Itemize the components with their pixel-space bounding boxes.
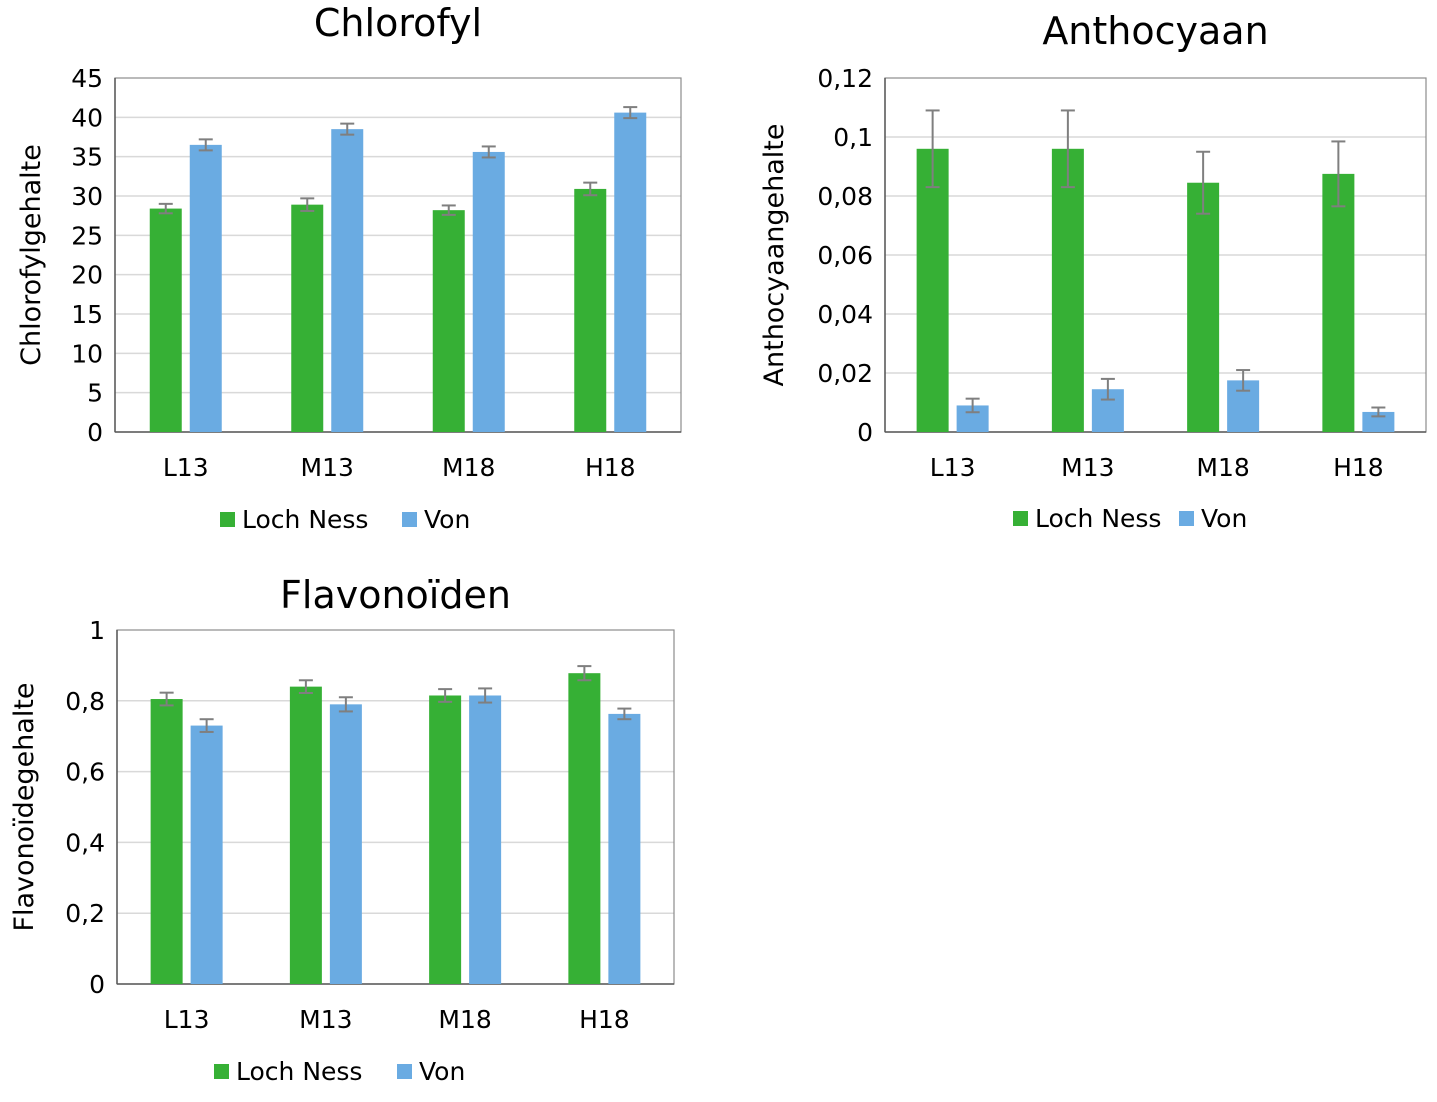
bar-loch-ness: [574, 188, 607, 432]
y-tick-label: 25: [71, 221, 103, 250]
legend-swatch: [397, 1064, 412, 1079]
bar-loch-ness: [429, 695, 462, 984]
y-tick-label: 5: [87, 379, 103, 408]
y-axis-label: Anthocyaangehalte: [759, 124, 790, 387]
bar-von: [331, 129, 364, 432]
legend-label: Loch Ness: [1035, 504, 1161, 533]
legend-label: Loch Ness: [242, 505, 368, 534]
y-tick-label: 0,2: [65, 899, 105, 928]
x-tick-label: H18: [585, 453, 636, 482]
y-tick-label: 0,08: [817, 182, 873, 211]
y-tick-label: 20: [71, 261, 103, 290]
bar-von: [190, 725, 223, 984]
x-tick-label: M13: [299, 1005, 352, 1034]
x-tick-label: H18: [1333, 453, 1384, 482]
y-tick-label: 30: [71, 182, 103, 211]
anthocyaan-chart: 0 0,02 0,04 0,06 0,08 0,1 0,12 L13 M13 M18 H18 Anth…: [740, 0, 1437, 550]
y-tick-label: 0,02: [817, 359, 873, 388]
legend-swatch: [402, 512, 417, 527]
legend-swatch: [1179, 511, 1194, 526]
chart-svg: 0 0,2 0,4 0,6 0,8 1 L13 M13 M18 H18 Flavonoïden Fla…: [9, 573, 675, 1086]
x-tick-label: M18: [438, 1005, 491, 1034]
legend-label: Von: [424, 505, 470, 534]
bar-loch-ness: [289, 686, 322, 984]
bar-loch-ness: [1187, 182, 1220, 432]
y-tick-label: 0,1: [833, 123, 873, 152]
bar-von: [1362, 411, 1395, 432]
y-tick-label: 10: [71, 339, 103, 368]
legend-swatch: [1013, 511, 1028, 526]
y-tick-label: 0: [89, 970, 105, 999]
y-tick-label: 0,4: [65, 828, 105, 857]
x-tick-label: M18: [1196, 453, 1249, 482]
y-tick-label: 0,12: [817, 64, 873, 93]
y-axis-label: Flavonoïdegehalte: [9, 682, 40, 931]
y-tick-label: 0,06: [817, 241, 873, 270]
chlorofyl-chart: 0 5 10 15 20 25 30 35 40 45 L13 M13 M18 H18 Chlorofyl C…: [0, 0, 700, 550]
chart-title: Flavonoïden: [280, 573, 511, 617]
chart-title: Anthocyaan: [1042, 9, 1268, 53]
bar-loch-ness: [150, 699, 183, 984]
bar-von: [608, 713, 641, 984]
y-tick-label: 0: [857, 418, 873, 447]
bar-von: [469, 695, 502, 984]
flavonoiden-chart: 0 0,2 0,4 0,6 0,8 1 L13 M13 M18 H18 Flavonoïden Fla…: [0, 555, 700, 1098]
x-tick-label: M13: [1061, 453, 1114, 482]
legend-label: Loch Ness: [236, 1057, 362, 1086]
x-tick-label: L13: [930, 453, 976, 482]
bar-von: [614, 112, 647, 432]
bar-loch-ness: [432, 210, 465, 432]
bar-loch-ness: [568, 673, 601, 984]
bar-loch-ness: [1322, 173, 1355, 432]
y-tick-label: 0: [87, 418, 103, 447]
chart-title: Chlorofyl: [314, 1, 482, 45]
x-tick-label: H18: [579, 1005, 630, 1034]
bar-loch-ness: [149, 208, 182, 432]
y-tick-label: 35: [71, 143, 103, 172]
bar-von: [472, 151, 505, 433]
chart-svg: 0 5 10 15 20 25 30 35 40 45 L13 M13 M18 H18 Chlorofyl C…: [16, 1, 682, 534]
y-tick-label: 0,6: [65, 758, 105, 787]
y-tick-label: 40: [71, 103, 103, 132]
bar-loch-ness: [1051, 148, 1084, 433]
bar-loch-ness: [916, 148, 949, 433]
bar-von: [329, 704, 362, 984]
legend-swatch: [214, 1064, 229, 1079]
y-tick-label: 1: [89, 616, 105, 645]
y-axis-label: Chlorofylgehalte: [16, 144, 47, 366]
y-tick-label: 0,04: [817, 300, 873, 329]
legend-label: Von: [1201, 504, 1247, 533]
x-tick-label: M13: [301, 453, 354, 482]
y-tick-label: 15: [71, 300, 103, 329]
y-tick-label: 0,8: [65, 687, 105, 716]
y-tick-label: 45: [71, 64, 103, 93]
legend-swatch: [220, 512, 235, 527]
x-tick-label: M18: [442, 453, 495, 482]
legend-label: Von: [419, 1057, 465, 1086]
x-tick-label: L13: [163, 453, 209, 482]
x-tick-label: L13: [164, 1005, 210, 1034]
chart-svg: 0 0,02 0,04 0,06 0,08 0,1 0,12 L13 M13 M18 H18 Anth…: [759, 9, 1427, 533]
bar-loch-ness: [291, 204, 324, 432]
bar-von: [189, 144, 222, 432]
